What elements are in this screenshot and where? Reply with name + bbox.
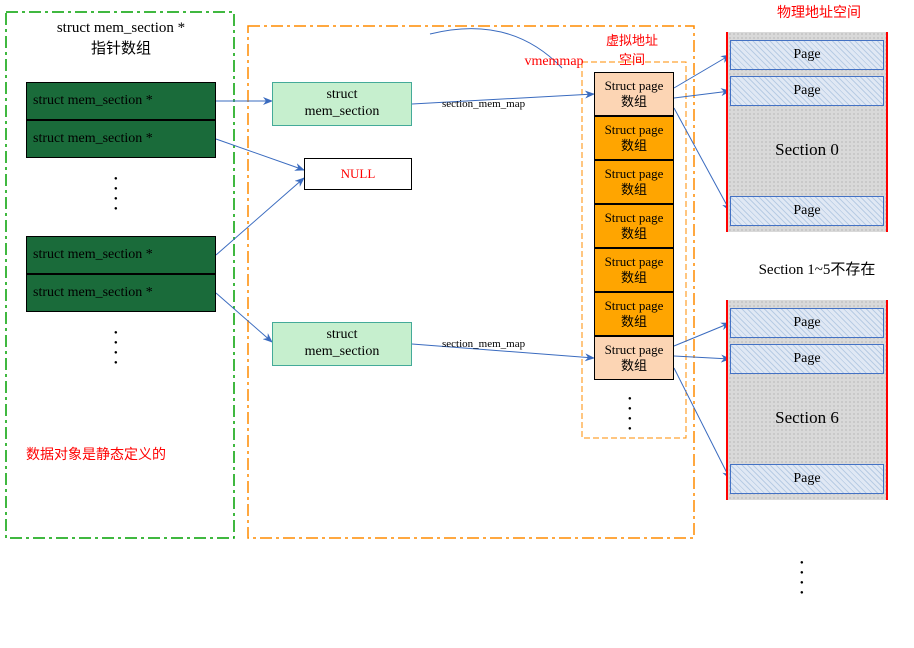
struct-page-2: Struct page 数组 (594, 160, 674, 204)
section-gap: Section 1~5不存在 (742, 258, 892, 278)
ptr-item-0: struct mem_section * (26, 82, 216, 120)
arrow-label-4: section_mem_map (442, 98, 525, 110)
ellipsis-3: ●●●● (800, 558, 804, 598)
null-box: NULL (304, 158, 412, 190)
arrow-label-5: section_mem_map (442, 338, 525, 350)
sec6-page-2: Page (730, 464, 884, 494)
ellipsis-2: ●●●● (628, 394, 632, 434)
ptr-note: 数据对象是静态定义的 (26, 444, 166, 484)
ptr-item-1: struct mem_section * (26, 120, 216, 158)
arrow-1 (216, 139, 304, 170)
arrow-7 (674, 91, 730, 98)
sec6-label: Section 6 (730, 408, 884, 438)
ellipsis-0: ●●●● (114, 174, 118, 214)
mem-section-2: struct mem_section (272, 322, 412, 366)
struct-page-6: Struct page 数组 (594, 336, 674, 380)
ptr-array-title: struct mem_section * 指针数组 (26, 20, 216, 60)
ptr-item-2: struct mem_section * (26, 236, 216, 274)
vmemmap-title: 虚拟地址 空间 (592, 30, 672, 66)
arrow-10 (674, 356, 730, 359)
arrow-3 (216, 293, 272, 342)
vmemmap-label: vmemmap (514, 54, 594, 74)
sec0-label: Section 0 (730, 140, 884, 170)
ptr-item-3: struct mem_section * (26, 274, 216, 312)
struct-page-5: Struct page 数组 (594, 292, 674, 336)
arrow-8 (674, 108, 730, 211)
struct-page-3: Struct page 数组 (594, 204, 674, 248)
arrow-2 (216, 178, 304, 255)
sec6-page-0: Page (730, 308, 884, 338)
mem-section-1: struct mem_section (272, 82, 412, 126)
sec6-page-1: Page (730, 344, 884, 374)
sec0-page-2: Page (730, 196, 884, 226)
struct-page-1: Struct page 数组 (594, 116, 674, 160)
arrow-6 (674, 55, 730, 88)
struct-page-0: Struct page 数组 (594, 72, 674, 116)
struct-page-4: Struct page 数组 (594, 248, 674, 292)
ellipsis-1: ●●●● (114, 328, 118, 368)
sec0-page-1: Page (730, 76, 884, 106)
sec0-page-0: Page (730, 40, 884, 70)
arrow-9 (674, 323, 730, 346)
arrow-11 (674, 368, 730, 479)
phys-title: 物理地址空间 (764, 2, 874, 22)
